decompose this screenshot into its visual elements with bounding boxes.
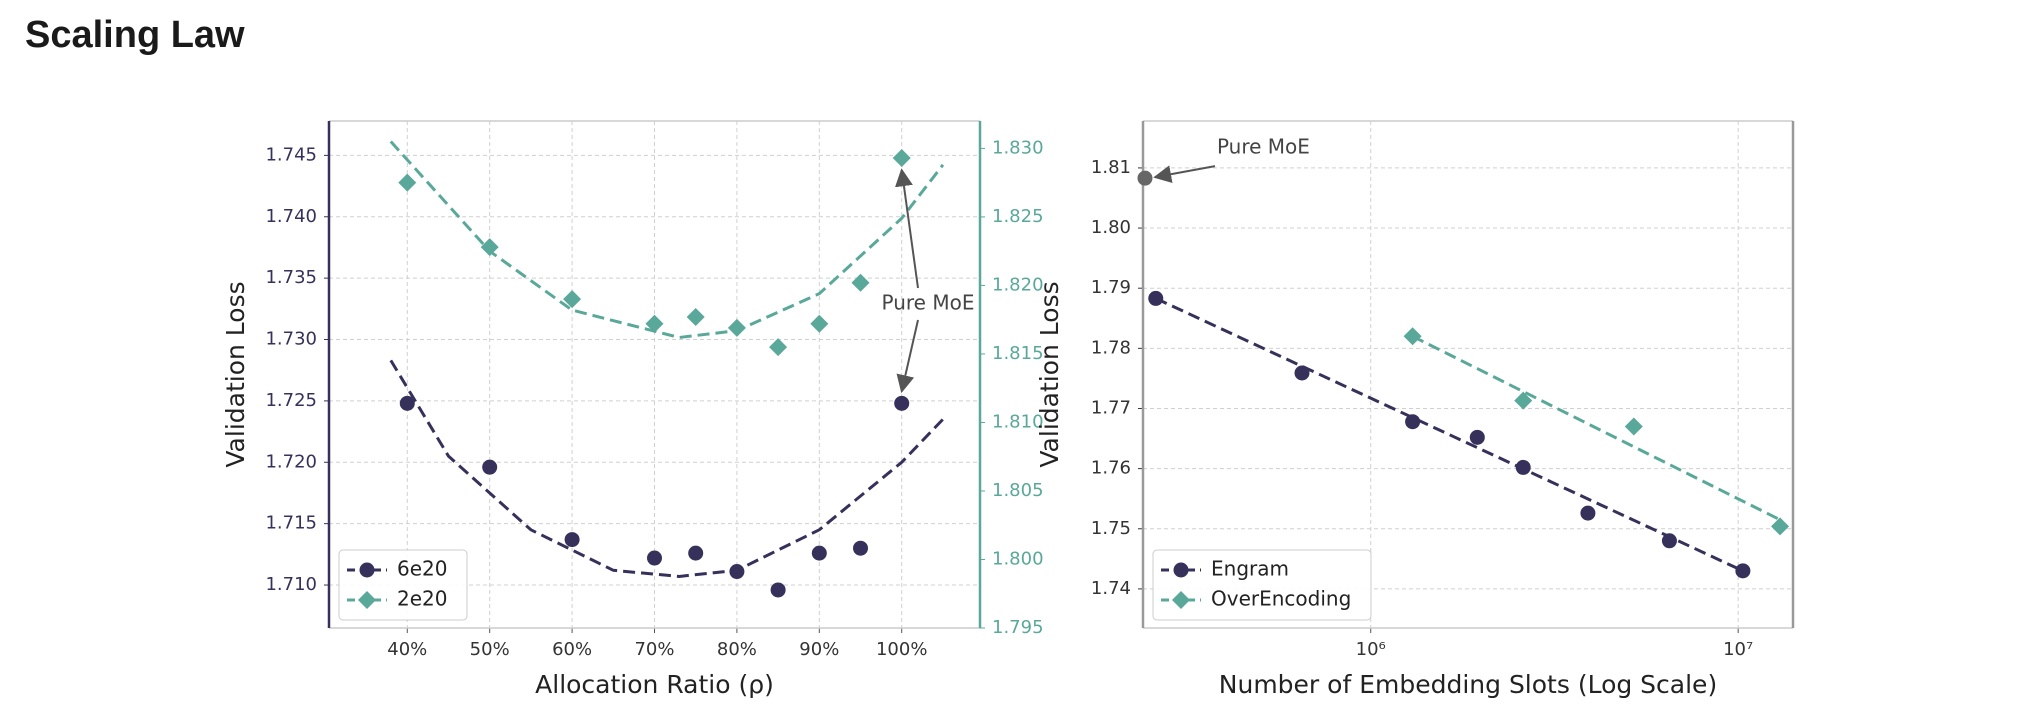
legend-marker bbox=[358, 591, 376, 609]
data-point bbox=[811, 545, 827, 561]
y-tick-label: 1.75 bbox=[1091, 518, 1131, 539]
data-point bbox=[851, 273, 870, 292]
data-point bbox=[398, 173, 417, 192]
data-point bbox=[1771, 517, 1790, 536]
y-tick-label: 1.76 bbox=[1091, 458, 1131, 479]
page-title: Scaling Law bbox=[25, 14, 245, 56]
x-tick-label: 10⁶ bbox=[1356, 639, 1386, 660]
x-tick-label: 80% bbox=[717, 639, 757, 660]
x-axis-label: Number of Embedding Slots (Log Scale) bbox=[1219, 670, 1717, 699]
y-tick-label: 1.740 bbox=[265, 206, 317, 227]
x-tick-label: 10⁷ bbox=[1723, 639, 1753, 660]
data-point bbox=[686, 307, 705, 326]
legend-text: OverEncoding bbox=[1211, 587, 1351, 611]
y-tick-label: 1.80 bbox=[1091, 217, 1131, 238]
data-point bbox=[770, 582, 786, 598]
y-tick-label: 1.735 bbox=[265, 267, 317, 288]
data-point bbox=[853, 540, 869, 556]
annotation-arrow bbox=[896, 319, 919, 394]
annotation-text: Pure MoE bbox=[882, 291, 975, 315]
data-point bbox=[1294, 365, 1310, 381]
data-point bbox=[480, 238, 499, 257]
y2-tick-label: 1.805 bbox=[992, 480, 1044, 501]
y-axis-label: Validation Loss bbox=[1035, 281, 1064, 467]
y2-tick-label: 1.810 bbox=[992, 411, 1044, 432]
y-tick-label: 1.78 bbox=[1091, 337, 1131, 358]
y-tick-label: 1.710 bbox=[265, 574, 317, 595]
legend-text: 6e20 bbox=[397, 557, 447, 581]
data-point bbox=[1624, 417, 1643, 436]
y-tick-label: 1.730 bbox=[265, 329, 317, 350]
data-point bbox=[1514, 391, 1533, 410]
y-tick-label: 1.715 bbox=[265, 513, 317, 534]
y2-tick-label: 1.825 bbox=[992, 206, 1044, 227]
x-tick-label: 60% bbox=[552, 639, 592, 660]
x-tick-label: 100% bbox=[876, 639, 927, 660]
legend-text: 2e20 bbox=[397, 587, 447, 611]
x-tick-label: 50% bbox=[470, 639, 510, 660]
y-tick-label: 1.745 bbox=[265, 144, 317, 165]
legend-marker bbox=[359, 562, 375, 578]
data-point bbox=[1403, 327, 1422, 346]
data-point bbox=[1661, 533, 1677, 549]
data-point bbox=[1405, 414, 1421, 430]
data-point bbox=[563, 290, 582, 309]
x-tick-label: 40% bbox=[387, 639, 427, 660]
data-point bbox=[892, 148, 911, 167]
data-point bbox=[688, 545, 704, 561]
annotation-arrow bbox=[1153, 165, 1216, 184]
y2-tick-label: 1.795 bbox=[992, 617, 1044, 638]
y2-tick-label: 1.830 bbox=[992, 137, 1044, 158]
y-tick-label: 1.725 bbox=[265, 390, 317, 411]
data-point bbox=[1148, 290, 1164, 306]
data-point bbox=[564, 532, 580, 548]
legend-marker bbox=[1172, 591, 1190, 609]
y-tick-label: 1.720 bbox=[265, 451, 317, 472]
y2-tick-label: 1.820 bbox=[992, 274, 1044, 295]
data-point bbox=[482, 459, 498, 475]
y2-tick-label: 1.815 bbox=[992, 343, 1044, 364]
data-point bbox=[647, 550, 662, 566]
fit-line bbox=[1411, 334, 1781, 522]
fit-line bbox=[389, 140, 945, 340]
data-point bbox=[727, 318, 746, 337]
data-point bbox=[894, 395, 910, 411]
annotation-point bbox=[1137, 170, 1153, 186]
x-tick-label: 70% bbox=[634, 639, 674, 660]
fit-line bbox=[1155, 297, 1744, 573]
data-point bbox=[729, 564, 745, 580]
data-point bbox=[810, 314, 829, 333]
data-point bbox=[399, 395, 415, 411]
x-tick-label: 90% bbox=[799, 639, 839, 660]
data-point bbox=[1469, 429, 1485, 445]
y-tick-label: 1.74 bbox=[1091, 578, 1131, 599]
y-tick-label: 1.81 bbox=[1091, 157, 1131, 178]
fit-line bbox=[389, 359, 945, 578]
annotation-text: Pure MoE bbox=[1217, 135, 1310, 159]
data-point bbox=[1735, 563, 1751, 579]
legend-text: Engram bbox=[1211, 557, 1289, 581]
annotation-arrow bbox=[895, 168, 919, 289]
y-tick-label: 1.79 bbox=[1091, 277, 1131, 298]
legend-marker bbox=[1173, 562, 1189, 578]
x-axis-label: Allocation Ratio (ρ) bbox=[535, 670, 774, 699]
data-point bbox=[645, 314, 664, 333]
data-point bbox=[1580, 505, 1596, 521]
data-point bbox=[769, 338, 788, 357]
y-tick-label: 1.77 bbox=[1091, 397, 1131, 418]
y-axis-label: Validation Loss bbox=[221, 281, 250, 467]
y2-tick-label: 1.800 bbox=[992, 548, 1044, 569]
data-point bbox=[1515, 459, 1531, 475]
legend-box bbox=[1152, 549, 1372, 621]
